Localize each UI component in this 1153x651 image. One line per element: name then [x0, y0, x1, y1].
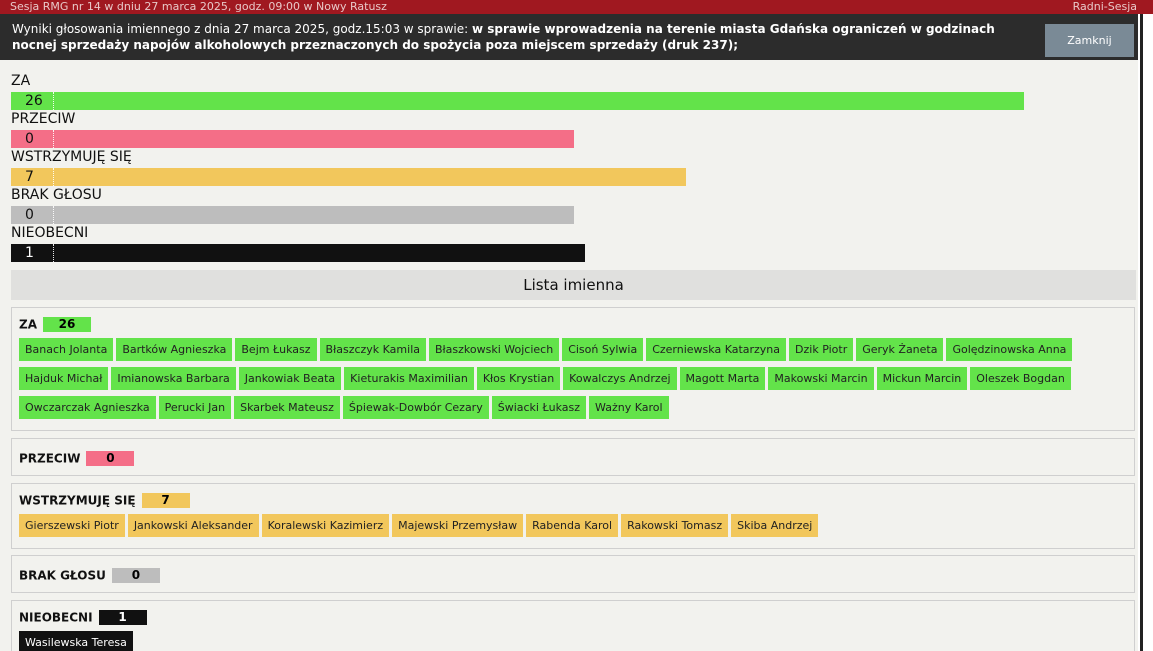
summary-label-za: ZA [11, 73, 31, 89]
voter-chip: Oleszek Bogdan [970, 367, 1071, 390]
list-heading: Lista imienna [11, 270, 1136, 300]
summary-count-nieobecni: 1 [11, 244, 54, 262]
voter-chip: Wasilewska Teresa [19, 631, 133, 651]
group-wstrzymuje-count: 7 [141, 493, 190, 508]
group-nieobecni: NIEOBECNI 1 Wasilewska Teresa [11, 600, 1135, 651]
group-nieobecni-count: 1 [98, 610, 147, 625]
group-brak-count: 0 [111, 568, 160, 583]
vote-subject: w sprawie wprowadzenia na terenie miasta… [12, 22, 995, 52]
voter-chip: Błaszkowski Wojciech [429, 338, 560, 361]
voter-chip: Błaszczyk Kamila [319, 338, 426, 361]
voter-chip: Golędzinowska Anna [946, 338, 1073, 361]
vote-description: Wyniki głosowania imiennego z dnia 27 ma… [12, 22, 1022, 53]
voter-chip: Imianowska Barbara [111, 367, 236, 390]
voter-chip: Magott Marta [679, 367, 766, 390]
voter-chip: Gierszewski Piotr [19, 514, 125, 537]
voter-chip: Hajduk Michał [19, 367, 109, 390]
voter-chip: Bejm Łukasz [235, 338, 317, 361]
voter-chip: Skiba Andrzej [731, 514, 819, 537]
vote-description-prefix: Wyniki głosowania imiennego z dnia 27 ma… [12, 22, 472, 36]
group-za-names: Banach Jolanta Bartków Agnieszka Bejm Łuka… [19, 338, 1129, 425]
group-za: ZA 26 Banach Jolanta Bartków Agnieszka Bejm… [11, 307, 1135, 431]
voter-chip: Skarbek Mateusz [234, 396, 340, 419]
group-za-count: 26 [43, 317, 91, 332]
session-title: Sesja RMG nr 14 w dniu 27 marca 2025, go… [10, 0, 387, 13]
results-panel: ZA 26 PRZECIW 0 WSTRZYMUJĘ SIĘ 7 BRAK GŁ… [0, 60, 1138, 651]
voter-chip: Cisoń Sylwia [562, 338, 644, 361]
summary-label-brak: BRAK GŁOSU [11, 187, 102, 203]
summary-bar-za: 26 [11, 92, 1024, 110]
group-nieobecni-title: NIEOBECNI [19, 610, 93, 625]
group-przeciw-header: PRZECIW 0 [19, 448, 135, 466]
voter-chip: Mickun Marcin [876, 367, 968, 390]
voter-chip: Jankowski Aleksander [127, 514, 259, 537]
summary-bar-przeciw: 0 [11, 130, 574, 148]
voter-chip: Dzik Piotr [789, 338, 854, 361]
summary-bar-brak: 0 [11, 206, 574, 224]
voter-chip: Czerniewska Katarzyna [646, 338, 787, 361]
group-wstrzymuje-names: Gierszewski Piotr Jankowski Aleksander Kor… [19, 514, 1129, 543]
group-brak-title: BRAK GŁOSU [19, 568, 106, 583]
summary-count-brak: 0 [11, 206, 54, 224]
group-brak-header: BRAK GŁOSU 0 [19, 565, 160, 583]
app-name: Radni-Sesja [1072, 0, 1137, 13]
summary-label-nieobecni: NIEOBECNI [11, 225, 89, 241]
summary-count-za: 26 [11, 92, 54, 110]
voter-chip: Majewski Przemysław [392, 514, 524, 537]
group-nieobecni-header: NIEOBECNI 1 [19, 607, 147, 625]
voter-chip: Rabenda Karol [526, 514, 619, 537]
voter-chip: Geryk Żaneta [856, 338, 944, 361]
voter-chip: Kieturakis Maximilian [344, 367, 474, 390]
summary-label-wstrzymuje: WSTRZYMUJĘ SIĘ [11, 149, 132, 165]
group-wstrzymuje-title: WSTRZYMUJĘ SIĘ [19, 493, 136, 508]
voter-chip: Koralewski Kazimierz [261, 514, 390, 537]
voter-chip: Śpiewak-Dowbór Cezary [342, 396, 489, 419]
group-przeciw-title: PRZECIW [19, 451, 81, 466]
summary-bar-nieobecni: 1 [11, 244, 585, 262]
voter-chip: Perucki Jan [158, 396, 232, 419]
summary-label-przeciw: PRZECIW [11, 111, 76, 127]
voter-chip: Kowalczys Andrzej [563, 367, 677, 390]
voter-chip: Świacki Łukasz [491, 396, 587, 419]
close-button[interactable]: Zamknij [1045, 24, 1134, 57]
voter-chip: Banach Jolanta [19, 338, 114, 361]
group-wstrzymuje-header: WSTRZYMUJĘ SIĘ 7 [19, 490, 190, 508]
window-edge [1140, 14, 1153, 651]
group-brak: BRAK GŁOSU 0 [11, 555, 1135, 593]
vote-header: Wyniki głosowania imiennego z dnia 27 ma… [0, 14, 1138, 60]
voter-chip: Owczarczak Agnieszka [19, 396, 156, 419]
summary-count-przeciw: 0 [11, 130, 54, 148]
group-za-header: ZA 26 [19, 314, 91, 332]
voter-chip: Makowski Marcin [768, 367, 874, 390]
group-wstrzymuje: WSTRZYMUJĘ SIĘ 7 Gierszewski Piotr Jankows… [11, 483, 1135, 549]
voter-chip: Bartków Agnieszka [116, 338, 233, 361]
group-za-title: ZA [19, 317, 37, 332]
summary-count-wstrzymuje: 7 [11, 168, 54, 186]
group-przeciw: PRZECIW 0 [11, 438, 1135, 476]
app-title-bar: Sesja RMG nr 14 w dniu 27 marca 2025, go… [0, 0, 1153, 14]
voter-chip: Kłos Krystian [476, 367, 561, 390]
group-nieobecni-names: Wasilewska Teresa [19, 631, 1129, 651]
voter-chip: Rakowski Tomasz [621, 514, 729, 537]
summary-bar-wstrzymuje: 7 [11, 168, 686, 186]
voter-chip: Ważny Karol [589, 396, 669, 419]
group-przeciw-count: 0 [86, 451, 135, 466]
voter-chip: Jankowiak Beata [238, 367, 342, 390]
